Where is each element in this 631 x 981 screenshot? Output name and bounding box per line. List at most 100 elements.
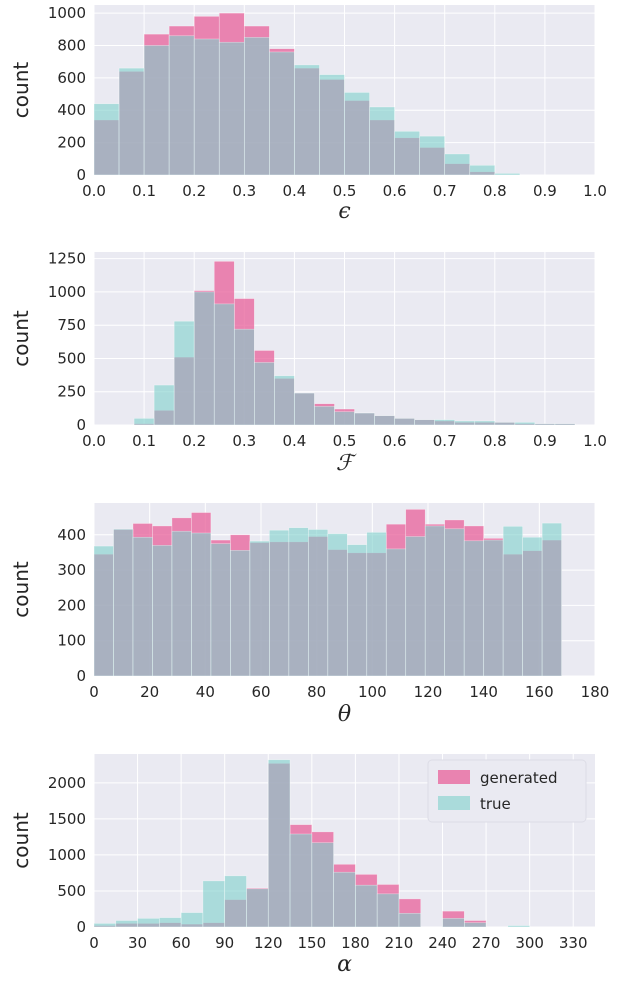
bar-true — [333, 871, 356, 928]
y-axis-label: count — [9, 561, 33, 618]
x-tick-label: 0.6 — [383, 432, 407, 450]
x-tick-label: 100 — [358, 683, 387, 701]
bar-true — [93, 103, 120, 176]
bar-true — [202, 880, 225, 928]
y-tick-label: 400 — [57, 526, 86, 544]
x-tick-label: 0 — [89, 683, 99, 701]
bar-true — [311, 842, 334, 928]
bar-true — [267, 759, 291, 928]
x-tick-label: 0.0 — [82, 432, 106, 450]
y-tick-label: 300 — [57, 561, 86, 579]
x-axis-label: ϵ — [338, 199, 350, 224]
y-tick-label: 2000 — [48, 774, 86, 792]
bar-true — [137, 918, 160, 928]
x-tick-label: 90 — [215, 934, 234, 952]
bar-true — [93, 545, 114, 677]
bar-true — [289, 833, 313, 928]
y-tick-label: 200 — [57, 596, 86, 614]
x-tick-label: 0 — [89, 934, 99, 952]
bar-true — [143, 45, 170, 176]
legend-label-true: true — [480, 795, 511, 813]
bar-true — [193, 38, 220, 176]
bar-true — [355, 884, 378, 928]
bar-true — [474, 420, 496, 426]
bar-true — [230, 550, 251, 677]
x-tick-label: 80 — [307, 683, 326, 701]
bar-true — [463, 540, 484, 677]
x-tick-label: 210 — [385, 934, 414, 952]
x-tick-label: 0.4 — [282, 432, 306, 450]
bar-true — [494, 422, 516, 426]
x-tick-label: 140 — [469, 683, 498, 701]
bar-true — [210, 543, 231, 677]
bar-true — [246, 888, 269, 928]
bar-true — [374, 415, 395, 426]
bar-true — [153, 384, 175, 426]
bar-true — [541, 522, 562, 677]
y-tick-label: 250 — [57, 383, 86, 401]
bar-true — [132, 536, 153, 677]
bar-true — [159, 917, 182, 928]
x-tick-label: 0.9 — [533, 432, 557, 450]
x-tick-label: 330 — [559, 934, 588, 952]
bar-true — [469, 164, 496, 176]
x-tick-label: 120 — [414, 683, 443, 701]
bar-true — [434, 419, 456, 426]
bar-true — [507, 925, 530, 928]
bar-true — [274, 375, 295, 426]
x-tick-label: 0.2 — [182, 432, 206, 450]
bar-true — [244, 37, 270, 176]
bar-true — [522, 536, 543, 677]
x-tick-label: 40 — [196, 683, 215, 701]
subplot-1: 0 200 400 600 800 1000 0.0 0.1 0.2 0.3 0.4 0.5 0.6 0.… — [9, 4, 607, 224]
x-tick-label: 0.5 — [333, 182, 357, 200]
bar-true — [442, 918, 465, 928]
y-tick-label: 200 — [57, 134, 86, 152]
bar-true — [464, 922, 487, 928]
bar-true — [346, 544, 368, 677]
y-axis-label: count — [9, 812, 33, 869]
bar-true — [294, 64, 320, 176]
bar-true — [394, 130, 420, 176]
bar-true — [414, 419, 435, 426]
bar-true — [554, 423, 576, 426]
x-tick-label: 0.1 — [132, 182, 156, 200]
y-tick-label: 400 — [57, 101, 86, 119]
bar-true — [152, 545, 173, 677]
y-tick-label: 1000 — [48, 846, 86, 864]
x-tick-label: 120 — [254, 934, 283, 952]
bar-true — [168, 35, 195, 176]
x-tick-label: 1.0 — [583, 432, 607, 450]
bar-true — [385, 548, 407, 677]
x-axis-label: ℱ — [336, 451, 357, 476]
x-tick-label: 0.4 — [282, 182, 306, 200]
bar-true — [249, 540, 270, 677]
bar-true — [115, 920, 138, 928]
y-tick-label: 750 — [57, 316, 86, 334]
bar-true — [133, 418, 155, 426]
x-tick-label: 0.0 — [82, 182, 106, 200]
x-tick-label: 270 — [472, 934, 501, 952]
x-tick-label: 0.1 — [132, 432, 156, 450]
bar-true — [113, 528, 134, 677]
x-tick-label: 20 — [140, 683, 159, 701]
y-tick-label: 500 — [57, 349, 86, 367]
bar-true — [171, 530, 192, 677]
bar-true — [213, 303, 235, 426]
legend-swatch-generated — [438, 770, 470, 784]
x-tick-label: 60 — [251, 683, 270, 701]
legend-label-generated: generated — [480, 769, 557, 787]
bar-true — [308, 529, 329, 677]
bar-true — [369, 106, 395, 176]
x-tick-label: 240 — [428, 934, 457, 952]
bar-true — [173, 320, 195, 426]
x-tick-label: 0.7 — [433, 432, 457, 450]
y-tick-label: 1000 — [48, 283, 86, 301]
bar-true — [327, 533, 348, 677]
bar-true — [514, 422, 536, 426]
bar-true — [233, 328, 255, 426]
x-tick-label: 160 — [525, 683, 554, 701]
bar-true — [405, 536, 426, 677]
x-tick-label: 0.5 — [333, 432, 357, 450]
